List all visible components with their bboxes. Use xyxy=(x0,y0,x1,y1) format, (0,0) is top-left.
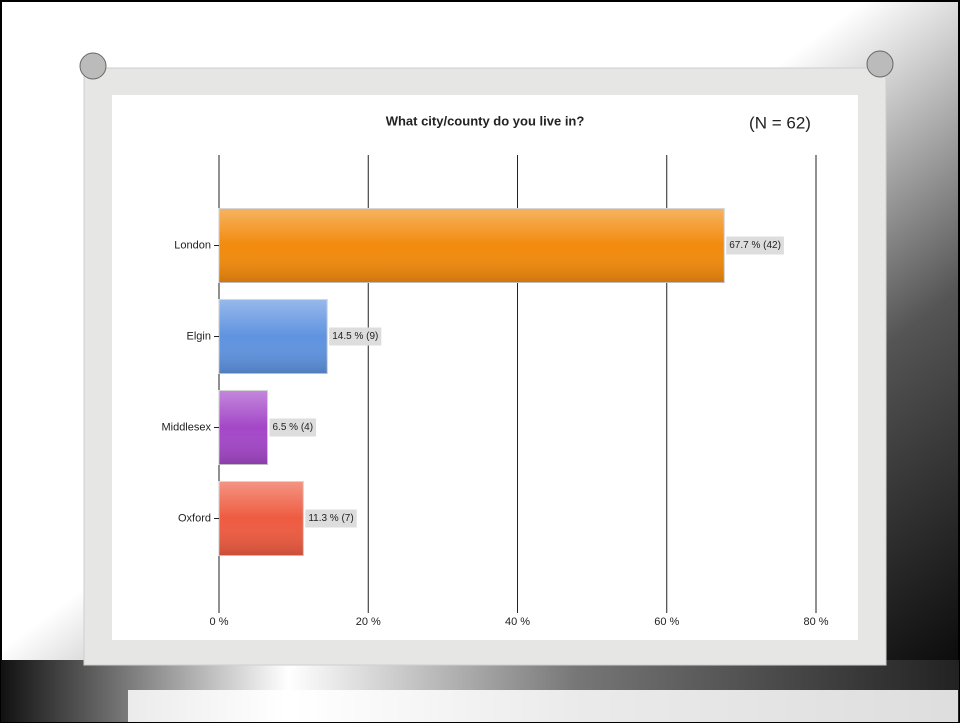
value-label-bg xyxy=(329,327,382,346)
x-tick-label: 0 % xyxy=(210,616,229,628)
value-label: 14.5 % (9) xyxy=(332,331,378,342)
y-tick-label: Elgin xyxy=(187,330,211,342)
annotation: (N = 62) xyxy=(749,113,811,132)
x-tick-label: 40 % xyxy=(505,616,530,628)
y-tick-label: Oxford xyxy=(178,512,211,524)
slide-strip xyxy=(128,690,958,722)
value-label-bg xyxy=(305,509,357,528)
y-tick-label: Middlesex xyxy=(161,421,211,433)
value-label: 67.7 % (42) xyxy=(729,240,781,251)
bar-shade xyxy=(219,390,268,465)
y-tick-label: London xyxy=(174,239,211,251)
bar-shade xyxy=(219,299,328,374)
value-label-bg xyxy=(726,236,784,255)
value-label: 11.3 % (7) xyxy=(308,513,353,524)
x-tick-label: 80 % xyxy=(803,616,828,628)
bar-shade xyxy=(219,481,304,556)
x-tick-label: 60 % xyxy=(654,616,679,628)
bar-shade xyxy=(219,208,725,283)
pin xyxy=(866,50,894,78)
x-tick-label: 20 % xyxy=(356,616,381,628)
value-label: 6.5 % (4) xyxy=(273,422,314,433)
chart-title: What city/county do you live in? xyxy=(386,113,585,128)
value-label-bg xyxy=(269,418,317,437)
pin xyxy=(79,52,107,80)
